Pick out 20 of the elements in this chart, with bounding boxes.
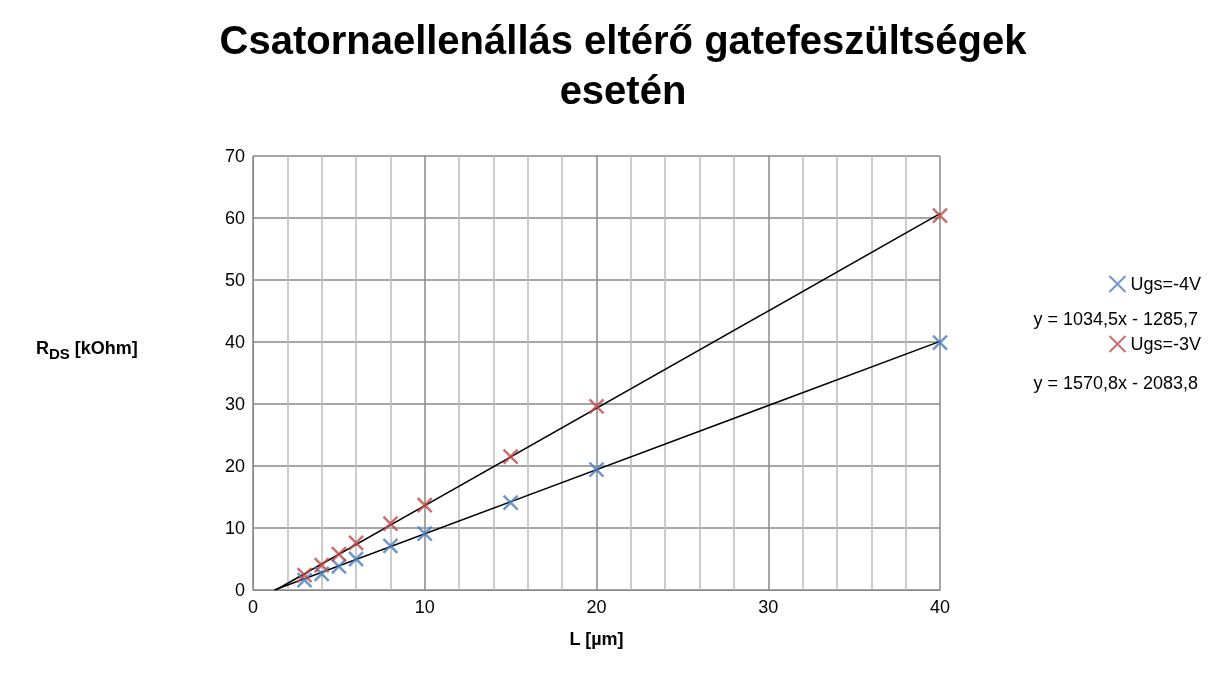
x-axis-title: L [µm] — [569, 629, 624, 649]
y-axis-title: R$_{DS}$ [kOhm] — [36, 338, 138, 362]
x-tick-label: 0 — [247, 597, 259, 617]
legend-label: Ugs=-3V — [1130, 334, 1202, 354]
y-tick-label: 40 — [224, 332, 245, 352]
y-tick-label: 20 — [224, 456, 245, 476]
y-tick-label: 30 — [224, 394, 245, 414]
chart-title: Csatornaellenállás eltérő gatefeszültségek esetén — [219, 18, 1028, 112]
x-tick-label: 40 — [929, 597, 951, 617]
x-tick-label: 30 — [758, 597, 779, 617]
legend-label: Ugs=-4V — [1130, 274, 1202, 294]
text: y = 1570,8x - 2083,8 — [1033, 373, 1199, 393]
x-tick-label: 10 — [414, 597, 435, 617]
y-tick-label: 0 — [234, 580, 245, 600]
x-tick-label: 20 — [586, 597, 607, 617]
y-tick-label: 50 — [224, 270, 245, 290]
y-tick-label: 10 — [224, 518, 245, 538]
y-tick-label: 60 — [224, 208, 245, 228]
y-tick-label: 70 — [224, 146, 245, 166]
text: y = 1034,5x - 1285,7 — [1033, 309, 1199, 329]
